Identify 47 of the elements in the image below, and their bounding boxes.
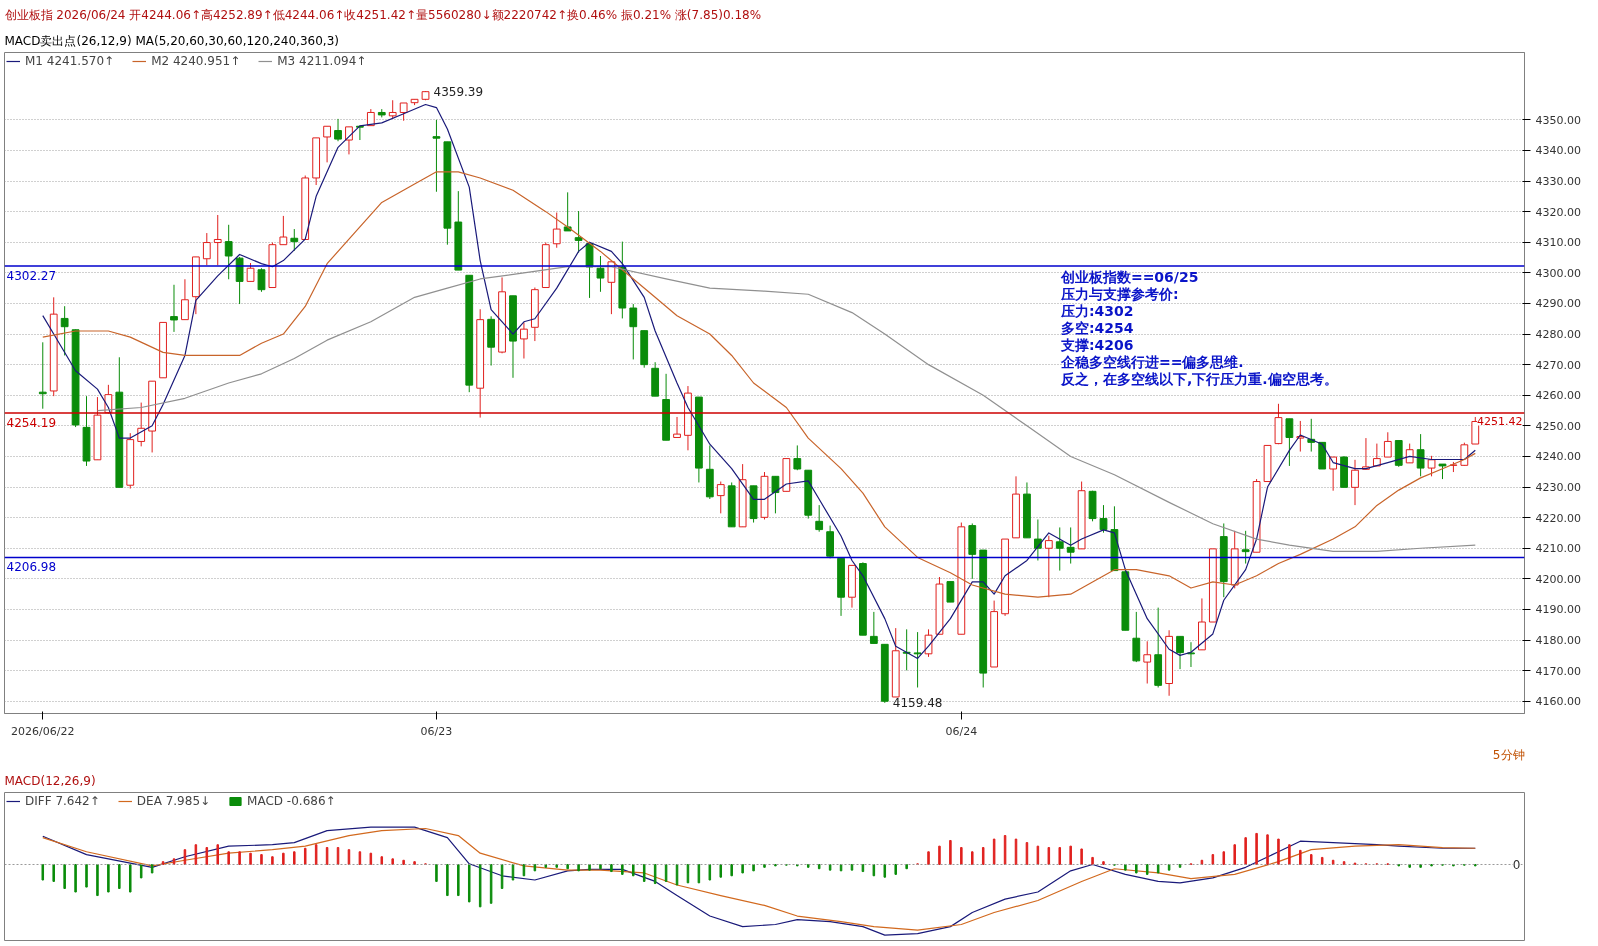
annotation: 4359.39 — [433, 84, 484, 99]
y-tick-label: 4230.00 — [1535, 481, 1581, 495]
y-tick-label: 4330.00 — [1535, 175, 1581, 189]
y-tick-label: 4250.00 — [1535, 419, 1581, 433]
x-axis-title: 5分钟 — [1492, 747, 1525, 762]
ref-line-label: 4302.27 — [6, 268, 57, 283]
y-tick-label: 4290.00 — [1535, 297, 1581, 311]
y-tick-label: 4340.00 — [1535, 144, 1581, 158]
annotation: 支撑:4206 — [1059, 337, 1134, 354]
legend-label: MACD -0.686↑ — [247, 794, 336, 808]
y-tick-label: 4350.00 — [1535, 113, 1581, 127]
y-tick-label: 4310.00 — [1535, 236, 1581, 250]
legend-label: M3 4211.094↑ — [277, 54, 367, 68]
y-tick-label: 4270.00 — [1535, 358, 1581, 372]
y-tick-label: 4220.00 — [1535, 511, 1581, 525]
annotation: 反之，在多空线以下,下行压力重.偏空思考。 — [1059, 371, 1338, 388]
x-tick-label: 2026/06/22 — [11, 724, 75, 738]
x-tick-label: 06/24 — [945, 724, 978, 738]
annotation: 压力:4302 — [1059, 303, 1134, 320]
y-tick-label: 4300.00 — [1535, 266, 1581, 280]
chart-title: 创业板指 2026/06/24 开4244.06↑高4252.89↑低4244.06↑收4251.42↑量5560280↓额2220742↑换0.46% 振0.21% 涨(7.85)0.18% — [4, 7, 762, 22]
chart-title: MACD(12,26,9) — [4, 773, 96, 788]
ref-line-label: 4254.19 — [6, 416, 57, 431]
chart-subtitle: MACD卖出点(26,12,9) MA(5,20,60,30,60,120,240,360,3) — [4, 33, 339, 48]
y-tick-label: 4280.00 — [1535, 328, 1581, 342]
ref-line-label: 4206.98 — [6, 560, 57, 575]
legend-label: M2 4240.951↑ — [151, 54, 241, 68]
annotation: 4159.48 — [892, 696, 943, 711]
y-tick-label: 4240.00 — [1535, 450, 1581, 464]
y-tick-label: 4260.00 — [1535, 389, 1581, 403]
x-tick-label: 06/23 — [420, 724, 453, 738]
annotation: 创业板指数==06/25 — [1059, 269, 1199, 286]
legend-label: M1 4241.570↑ — [25, 54, 115, 68]
annotation: 企稳多空线行进==偏多思维. — [1059, 354, 1244, 371]
y-tick-label: 4210.00 — [1535, 542, 1581, 556]
legend-label: DEA 7.985↓ — [136, 794, 211, 808]
y-tick-label: 4170.00 — [1535, 664, 1581, 678]
annotation: 多空:4254 — [1060, 320, 1134, 337]
annotation: 压力与支撑参考价: — [1059, 286, 1179, 303]
y-tick-label: 4200.00 — [1535, 572, 1581, 586]
y-tick-label: 4320.00 — [1535, 205, 1581, 219]
y-tick-label: 4160.00 — [1535, 695, 1581, 709]
ref-line-label: 0 — [1512, 857, 1521, 872]
y-tick-label: 4190.00 — [1535, 603, 1581, 617]
annotation: 4251.42 — [1477, 415, 1523, 429]
y-tick-label: 4180.00 — [1535, 634, 1581, 648]
legend-label: DIFF 7.642↑ — [25, 794, 100, 808]
